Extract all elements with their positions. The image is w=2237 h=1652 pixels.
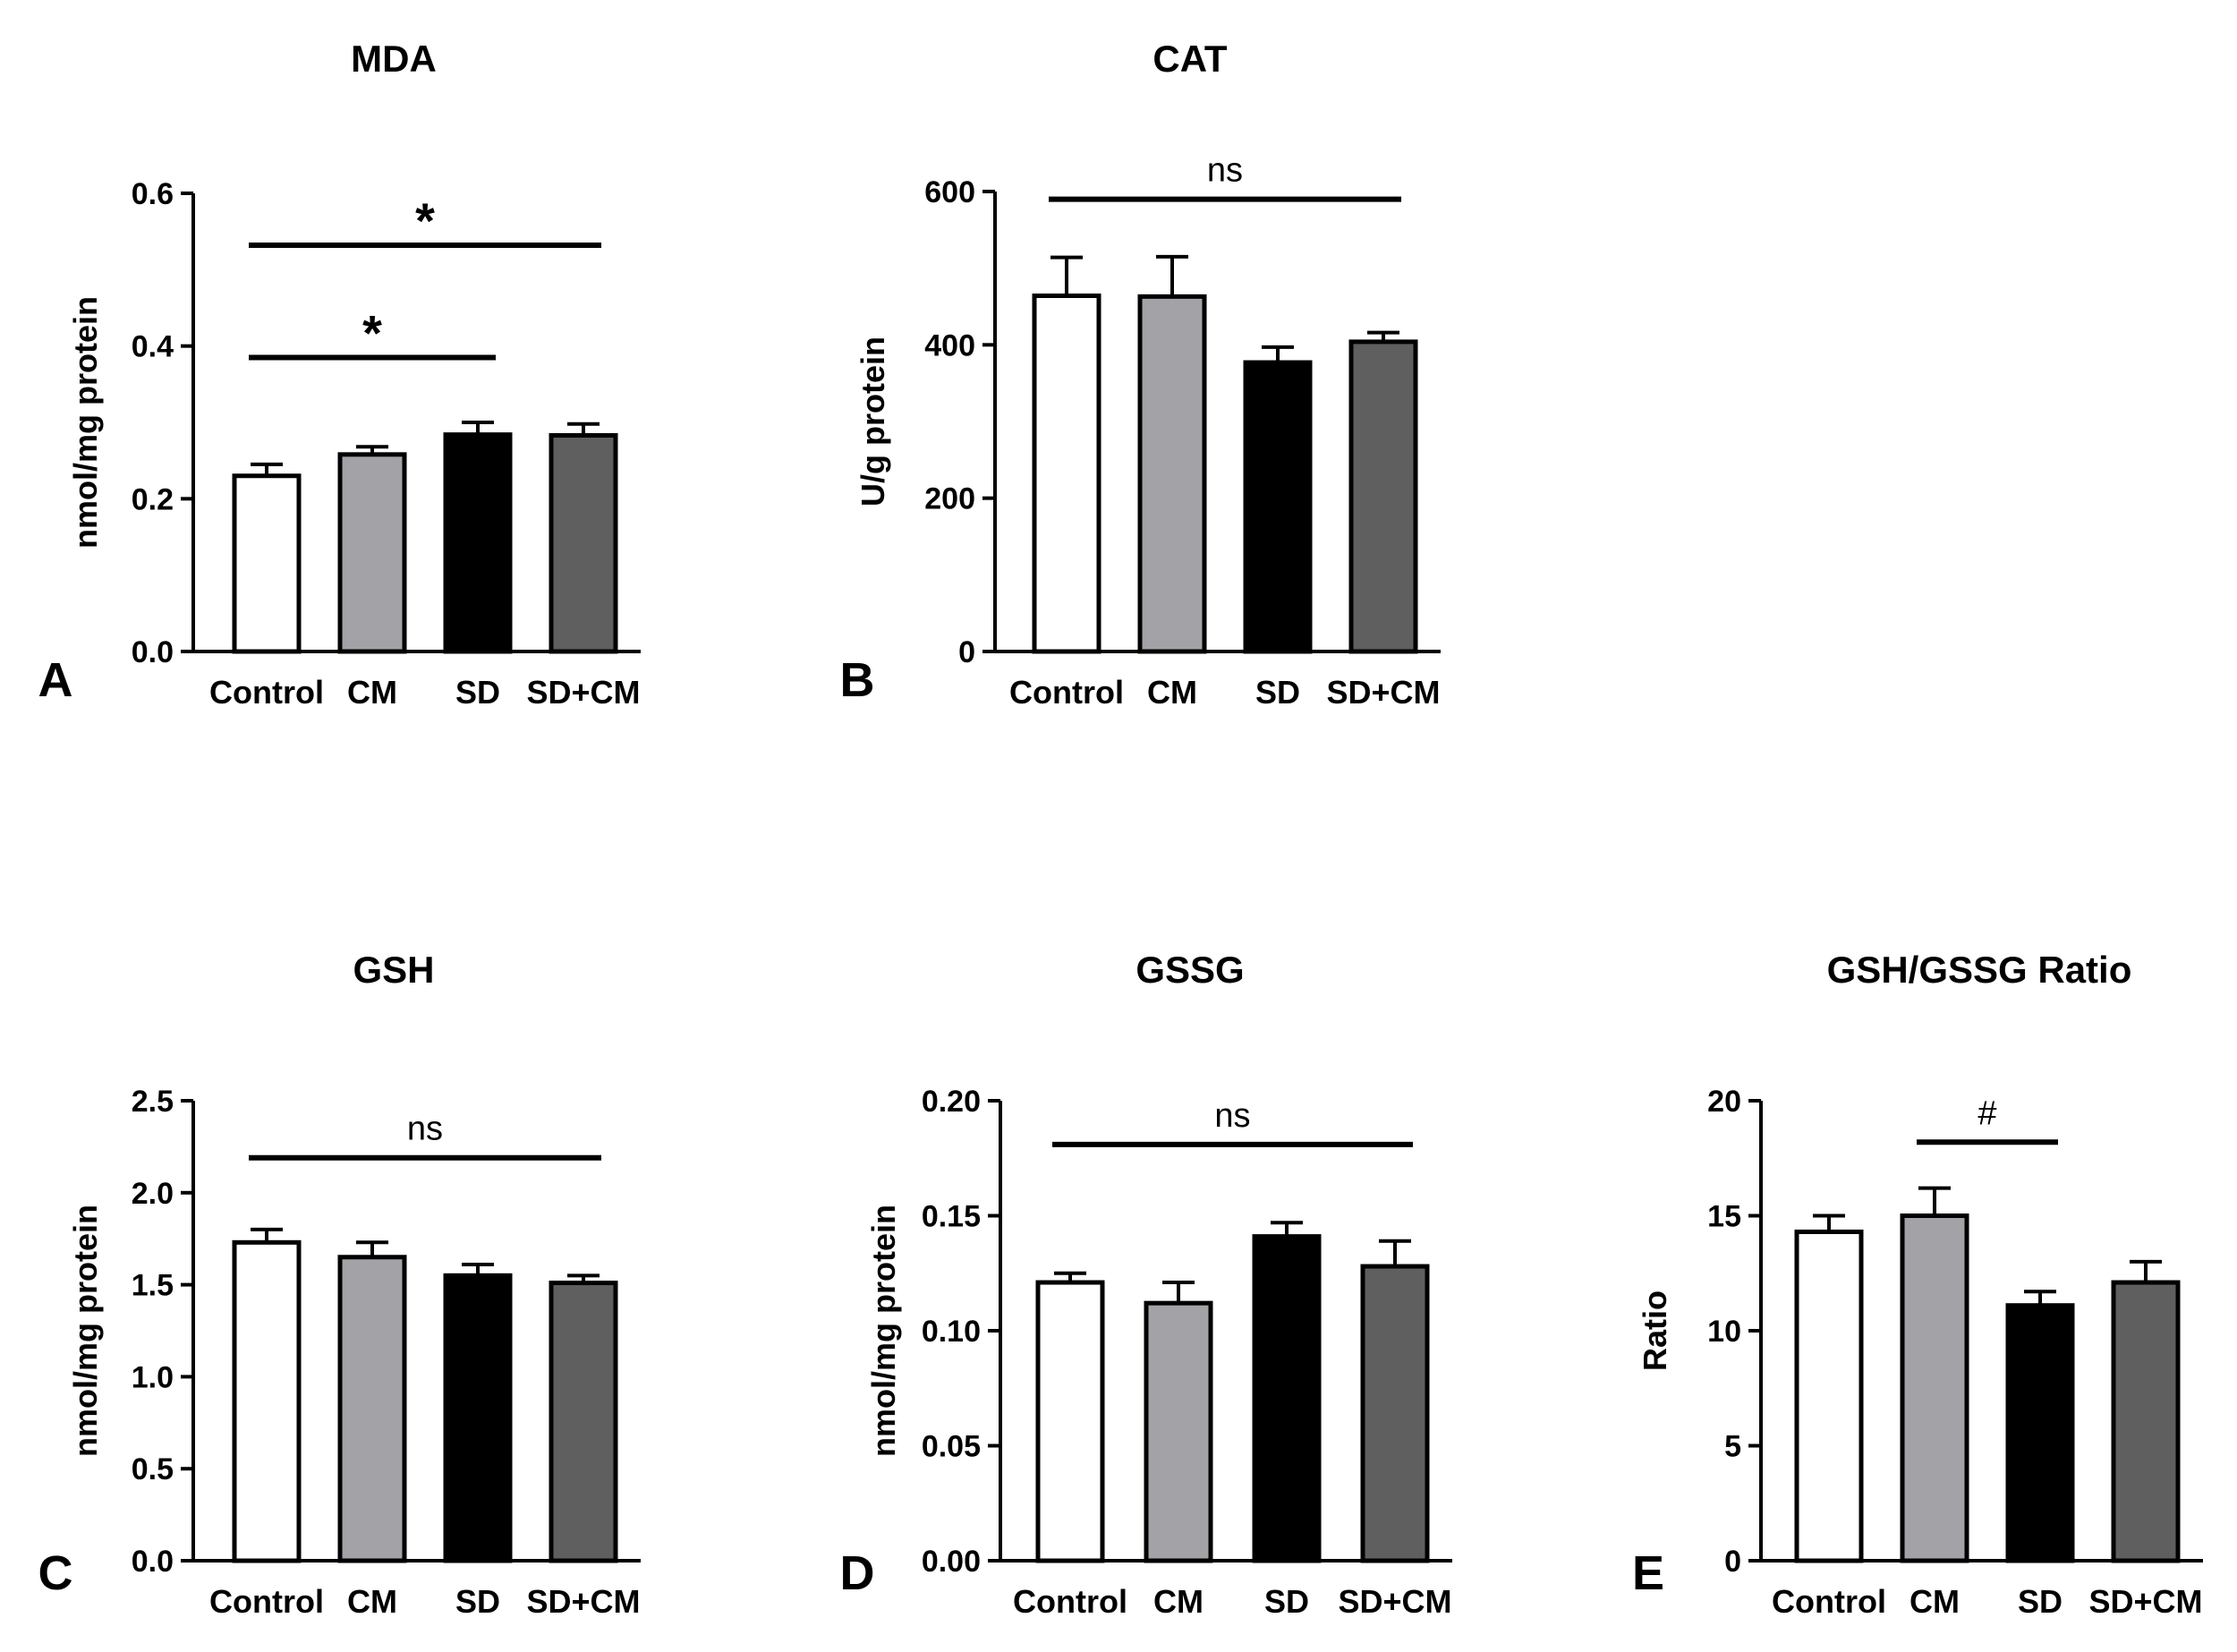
x-tick-label: CM xyxy=(1153,1583,1204,1620)
y-axis-label: nmol/mg protein xyxy=(67,296,104,549)
y-axis-label: U/g protein xyxy=(855,336,891,507)
y-tick-label: 5 xyxy=(1724,1430,1741,1464)
y-tick-label: 0.0 xyxy=(132,1545,174,1579)
bar-cm xyxy=(1144,1300,1213,1563)
x-tick-label: SD xyxy=(455,1583,500,1620)
bar-control xyxy=(1035,1280,1105,1563)
significance-label: ns xyxy=(407,1111,443,1148)
y-tick-label: 0.20 xyxy=(922,1085,981,1119)
y-tick-label: 20 xyxy=(1707,1085,1741,1119)
chart-panel-b: CAT B U/g protein 0 200 400 600 Control CM SD SD+C… xyxy=(840,38,1441,711)
chart-title: CAT xyxy=(1153,38,1228,80)
bar-cm xyxy=(337,1255,407,1563)
bar-sd xyxy=(443,432,513,654)
chart-title: GSH xyxy=(353,949,434,991)
x-tick-label: SD+CM xyxy=(1338,1583,1451,1620)
y-tick-label: 10 xyxy=(1707,1315,1741,1349)
bar-control xyxy=(232,473,302,654)
y-axis-label: nmol/mg protein xyxy=(865,1205,902,1457)
x-tick-label: CM xyxy=(347,674,397,711)
panel-letter: B xyxy=(840,653,875,707)
y-tick-label: 0.4 xyxy=(132,330,174,364)
bar-sd xyxy=(443,1273,513,1563)
x-tick-label: SD xyxy=(2018,1583,2063,1620)
bar-cm xyxy=(1137,294,1207,654)
x-tick-label: SD xyxy=(1264,1583,1309,1620)
chart-title: GSH/GSSG Ratio xyxy=(1827,949,2132,991)
x-tick-label: CM xyxy=(347,1583,397,1620)
bar-sd-plus-cm xyxy=(2111,1280,2181,1563)
x-tick-label: CM xyxy=(1147,674,1197,711)
y-tick-label: 1.0 xyxy=(132,1360,174,1394)
y-tick-label: 0.6 xyxy=(132,177,174,211)
x-tick-label: SD+CM xyxy=(2088,1583,2202,1620)
x-tick-label: SD xyxy=(1255,674,1300,711)
y-tick-label: 200 xyxy=(924,482,975,516)
chart-title: MDA xyxy=(351,38,437,80)
x-tick-label: Control xyxy=(1009,674,1124,711)
bar-sd xyxy=(1252,1234,1322,1563)
bar-cm xyxy=(1900,1213,1969,1563)
x-tick-label: Control xyxy=(209,674,324,711)
bar-sd-plus-cm xyxy=(549,433,618,654)
y-tick-label: 0 xyxy=(958,635,975,669)
y-tick-label: 600 xyxy=(924,175,975,209)
x-tick-label: Control xyxy=(209,1583,324,1620)
x-tick-label: SD+CM xyxy=(1326,674,1440,711)
significance-label: ns xyxy=(1207,152,1243,190)
y-tick-label: 0 xyxy=(1724,1545,1741,1579)
y-tick-label: 2.5 xyxy=(132,1085,174,1119)
y-tick-label: 2.0 xyxy=(132,1177,174,1211)
y-tick-label: 0.05 xyxy=(922,1430,981,1464)
significance-label: * xyxy=(362,304,382,361)
x-tick-label: SD+CM xyxy=(526,1583,640,1620)
bar-sd xyxy=(2005,1303,2075,1563)
bar-control xyxy=(1794,1229,1864,1563)
chart-title: GSSG xyxy=(1136,949,1244,991)
y-axis-label: nmol/mg protein xyxy=(67,1205,104,1457)
x-tick-label: SD+CM xyxy=(526,674,640,711)
significance-label: * xyxy=(415,192,435,249)
panel-letter: A xyxy=(38,653,73,707)
y-tick-label: 0.00 xyxy=(922,1545,981,1579)
x-tick-label: CM xyxy=(1910,1583,1960,1620)
x-tick-label: Control xyxy=(1013,1583,1127,1620)
bar-sd xyxy=(1243,360,1313,654)
bar-sd-plus-cm xyxy=(1360,1264,1430,1563)
y-tick-label: 400 xyxy=(924,328,975,362)
bar-control xyxy=(232,1239,302,1563)
bar-sd-plus-cm xyxy=(1348,339,1418,654)
y-tick-label: 0.0 xyxy=(132,635,174,669)
bar-control xyxy=(1032,294,1101,654)
panel-letter: D xyxy=(840,1546,875,1600)
chart-panel-e: GSH/GSSG Ratio E Ratio 0 5 10 15 20 Control CM SD S… xyxy=(1632,949,2203,1620)
significance-label: ns xyxy=(1214,1097,1250,1135)
x-tick-label: Control xyxy=(1772,1583,1886,1620)
bar-sd-plus-cm xyxy=(549,1281,618,1563)
y-tick-label: 0.10 xyxy=(922,1315,981,1349)
y-axis-label: Ratio xyxy=(1637,1290,1673,1371)
y-tick-label: 0.2 xyxy=(132,482,174,516)
bar-cm xyxy=(337,452,407,654)
y-tick-label: 0.15 xyxy=(922,1200,981,1234)
y-tick-label: 15 xyxy=(1707,1200,1741,1234)
y-tick-label: 1.5 xyxy=(132,1269,174,1303)
panel-letter: E xyxy=(1632,1546,1664,1600)
y-tick-label: 0.5 xyxy=(132,1452,174,1486)
panel-letter: C xyxy=(38,1546,73,1600)
x-tick-label: SD xyxy=(455,674,500,711)
significance-label: # xyxy=(1978,1094,1996,1132)
